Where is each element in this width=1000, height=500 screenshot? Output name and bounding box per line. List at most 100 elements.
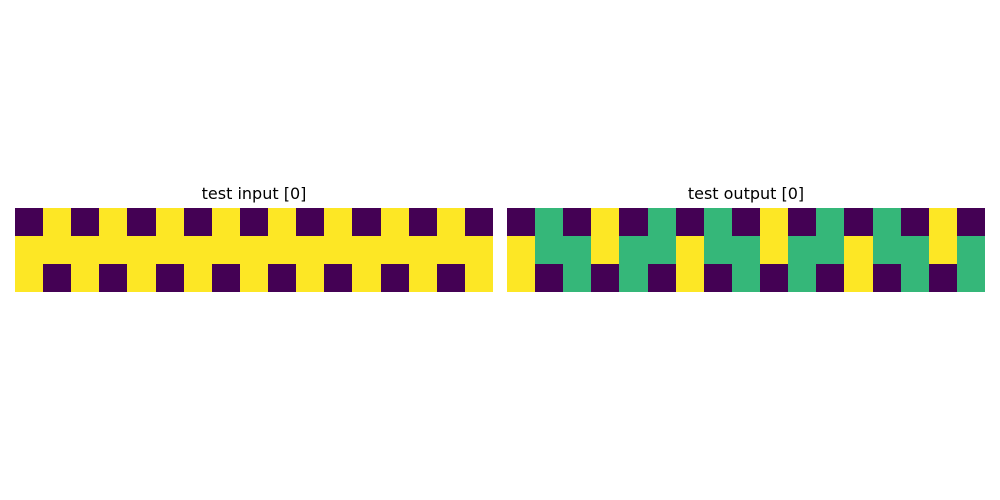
grid-cell xyxy=(788,264,817,292)
test-output-grid xyxy=(507,208,985,292)
grid-cell xyxy=(647,236,676,264)
grid-cell xyxy=(211,208,240,236)
grid-cell xyxy=(268,208,297,236)
grid-cell xyxy=(408,208,437,236)
grid-cell xyxy=(900,208,929,236)
grid-cell xyxy=(956,208,985,236)
test-input-title: test input [0] xyxy=(201,184,307,203)
grid-cell xyxy=(352,236,381,264)
grid-cell xyxy=(816,236,845,264)
grid-cell xyxy=(239,208,269,236)
grid-cell xyxy=(956,264,985,292)
grid-cell xyxy=(380,208,409,236)
grid-cell xyxy=(268,236,297,264)
test-input-panel: test input [0] xyxy=(15,183,493,293)
grid-cell xyxy=(731,236,761,264)
grid-cell xyxy=(703,236,732,264)
grid-cell xyxy=(535,236,564,264)
grid-cell xyxy=(928,208,957,236)
grid-cell xyxy=(464,236,493,264)
grid-cell xyxy=(703,264,732,292)
grid-cell xyxy=(900,264,929,292)
grid-cell xyxy=(563,208,592,236)
grid-cell xyxy=(436,264,465,292)
grid-cell xyxy=(324,236,353,264)
grid-cell xyxy=(43,236,72,264)
grid-cell xyxy=(844,236,873,264)
grid-cell xyxy=(464,208,493,236)
grid-cell xyxy=(43,264,72,292)
grid-cell xyxy=(956,236,985,264)
grid-cell xyxy=(844,208,873,236)
grid-cell xyxy=(380,236,409,264)
grid-cell xyxy=(211,264,240,292)
grid-cell xyxy=(844,264,873,292)
grid-cell xyxy=(591,236,620,264)
grid-cell xyxy=(99,208,128,236)
grid-cell xyxy=(296,236,325,264)
grid-cell xyxy=(71,236,100,264)
grid-cell xyxy=(675,236,704,264)
grid-cell xyxy=(436,236,465,264)
grid-cell xyxy=(563,264,592,292)
grid-cell xyxy=(731,208,761,236)
grid-cell xyxy=(296,208,325,236)
grid-cell xyxy=(296,264,325,292)
grid-cell xyxy=(507,236,536,264)
grid-cell xyxy=(324,264,353,292)
grid-cell xyxy=(928,264,957,292)
grid-cell xyxy=(675,264,704,292)
grid-cell xyxy=(127,264,156,292)
grid-cell xyxy=(211,236,240,264)
grid-cell xyxy=(928,236,957,264)
grid-cell xyxy=(436,208,465,236)
grid-cell xyxy=(43,208,72,236)
grid-cell xyxy=(619,264,648,292)
grid-cell xyxy=(535,208,564,236)
grid-cell xyxy=(900,236,929,264)
test-output-title: test output [0] xyxy=(687,184,805,203)
grid-cell xyxy=(647,208,676,236)
grid-cell xyxy=(816,264,845,292)
grid-cell xyxy=(788,236,817,264)
grid-cell xyxy=(675,208,704,236)
grid-cell xyxy=(464,264,493,292)
grid-cell xyxy=(71,208,100,236)
grid-cell xyxy=(239,264,269,292)
test-output-panel: test output [0] xyxy=(507,183,985,293)
grid-cell xyxy=(591,208,620,236)
grid-cell xyxy=(155,236,184,264)
grid-cell xyxy=(619,208,648,236)
grid-cell xyxy=(619,236,648,264)
grid-cell xyxy=(15,208,44,236)
grid-cell xyxy=(788,208,817,236)
grid-cell xyxy=(507,208,536,236)
grid-cell xyxy=(15,264,44,292)
grid-cell xyxy=(380,264,409,292)
grid-cell xyxy=(239,236,269,264)
grid-cell xyxy=(703,208,732,236)
grid-cell xyxy=(872,264,901,292)
grid-cell xyxy=(127,208,156,236)
grid-cell xyxy=(591,264,620,292)
grid-cell xyxy=(352,264,381,292)
grid-cell xyxy=(408,236,437,264)
grid-cell xyxy=(408,264,437,292)
grid-cell xyxy=(183,208,212,236)
grid-cell xyxy=(872,236,901,264)
grid-cell xyxy=(352,208,381,236)
grid-cell xyxy=(760,208,789,236)
grid-cell xyxy=(872,208,901,236)
grid-cell xyxy=(15,236,44,264)
grid-cell xyxy=(507,264,536,292)
grid-cell xyxy=(127,236,156,264)
grid-cell xyxy=(324,208,353,236)
grid-cell xyxy=(183,236,212,264)
test-input-grid xyxy=(15,208,493,292)
grid-cell xyxy=(816,208,845,236)
grid-cell xyxy=(99,264,128,292)
grid-cell xyxy=(760,264,789,292)
grid-cell xyxy=(563,236,592,264)
grid-cell xyxy=(155,264,184,292)
grid-cell xyxy=(268,264,297,292)
